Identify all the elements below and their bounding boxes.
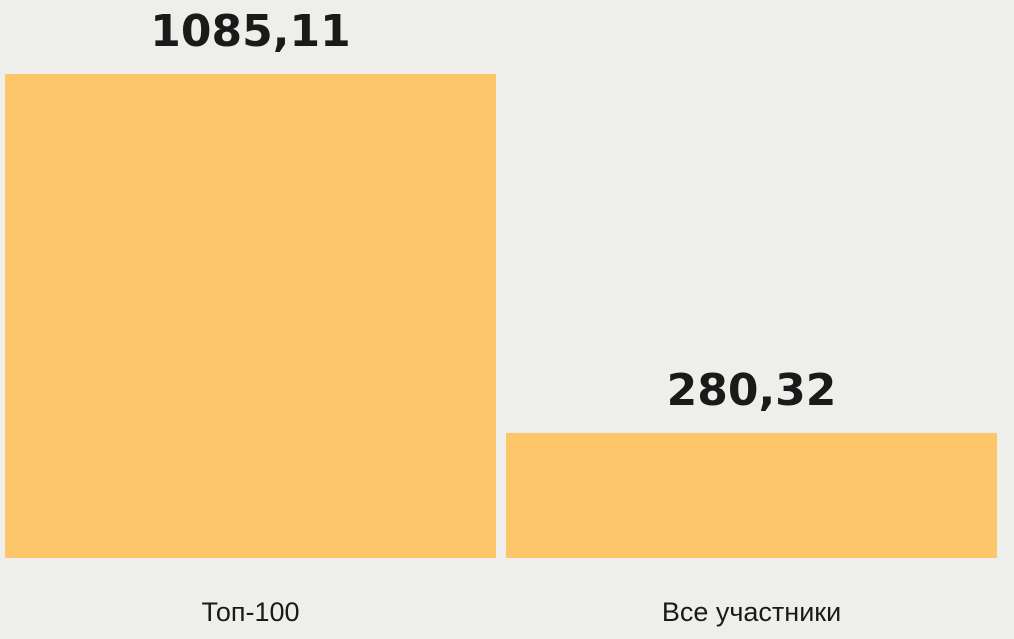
category-label: Топ-100 xyxy=(201,597,299,627)
category-label: Все участники xyxy=(662,597,841,627)
data-label: 1085,11 xyxy=(150,6,350,57)
bar-1 xyxy=(506,432,997,558)
bar-0 xyxy=(5,74,496,558)
data-label: 280,32 xyxy=(667,365,837,416)
